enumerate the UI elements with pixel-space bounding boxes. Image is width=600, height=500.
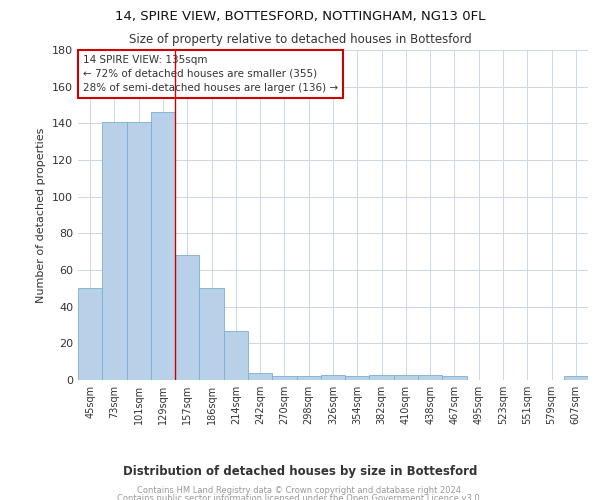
Text: 14, SPIRE VIEW, BOTTESFORD, NOTTINGHAM, NG13 0FL: 14, SPIRE VIEW, BOTTESFORD, NOTTINGHAM, … [115, 10, 485, 23]
Bar [272, 376, 296, 380]
Bar [127, 122, 151, 380]
Bar [151, 112, 175, 380]
Bar [564, 376, 588, 380]
Bar [418, 374, 442, 380]
Bar [370, 374, 394, 380]
Y-axis label: Number of detached properties: Number of detached properties [37, 128, 46, 302]
Bar [248, 372, 272, 380]
Bar [442, 376, 467, 380]
Bar [345, 376, 370, 380]
Text: Contains public sector information licensed under the Open Government Licence v3: Contains public sector information licen… [118, 494, 482, 500]
Text: Contains HM Land Registry data © Crown copyright and database right 2024.: Contains HM Land Registry data © Crown c… [137, 486, 463, 495]
Bar [296, 376, 321, 380]
Bar [78, 288, 102, 380]
Bar [321, 374, 345, 380]
Bar [175, 256, 199, 380]
Bar [394, 374, 418, 380]
Text: Size of property relative to detached houses in Bottesford: Size of property relative to detached ho… [128, 32, 472, 46]
Text: Distribution of detached houses by size in Bottesford: Distribution of detached houses by size … [123, 465, 477, 478]
Bar [102, 122, 127, 380]
Text: 14 SPIRE VIEW: 135sqm
← 72% of detached houses are smaller (355)
28% of semi-det: 14 SPIRE VIEW: 135sqm ← 72% of detached … [83, 55, 338, 93]
Bar [199, 288, 224, 380]
Bar [224, 330, 248, 380]
